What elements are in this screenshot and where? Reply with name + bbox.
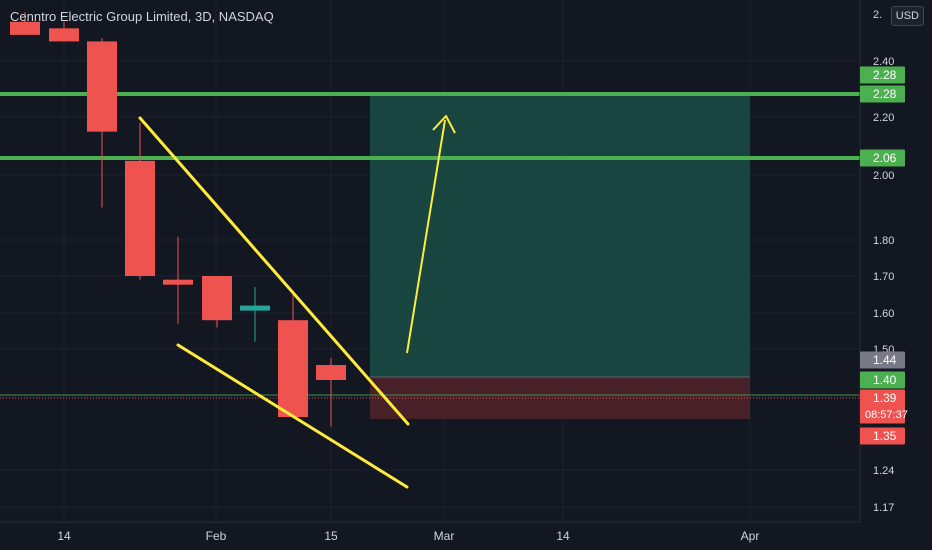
- candle-body-5: [202, 276, 232, 321]
- profit-zone: [370, 94, 750, 377]
- y-tick-label-top: 2.: [873, 9, 882, 21]
- y-tick-label-1: 2.20: [873, 112, 894, 124]
- price-label-text-5: 1.39: [873, 391, 897, 405]
- x-tick-label-0: 14: [57, 529, 71, 543]
- countdown-label: 08:57:37: [865, 409, 908, 421]
- target-arrow-head: [432, 115, 456, 134]
- candle-body-4: [163, 279, 193, 285]
- price-label-text-0: 2.28: [873, 68, 897, 82]
- x-tick-label-5: Apr: [741, 529, 760, 543]
- x-tick-label-3: Mar: [434, 529, 455, 543]
- candle-body-1: [49, 28, 79, 42]
- price-label-5: 1.39 08:57:37: [860, 389, 908, 424]
- candle-body-8: [316, 365, 346, 380]
- price-label-bg-6: [860, 427, 905, 445]
- candle-2: [87, 38, 117, 208]
- wedge-upper-line: [138, 116, 410, 426]
- candle-5: [202, 276, 232, 328]
- price-label-bg-4: [860, 371, 905, 389]
- x-tick-label-1: Feb: [206, 529, 227, 543]
- price-label-6: 1.35: [860, 427, 905, 445]
- price-label-bg-3: [860, 351, 905, 369]
- candle-body-7: [278, 320, 308, 417]
- time-axis[interactable]: 14 Feb 15 Mar 14 Apr: [0, 521, 860, 550]
- horizontal-levels: [0, 92, 860, 399]
- candle-7: [278, 294, 308, 417]
- price-label-bg-2: [860, 149, 905, 167]
- stop-zone: [370, 377, 750, 419]
- y-tick-label-0: 2.40: [873, 56, 894, 68]
- drawings: [138, 115, 456, 489]
- candle-body-6: [240, 305, 270, 311]
- x-tick-label-4: 14: [556, 529, 570, 543]
- price-label-text-3: 1.44: [873, 353, 897, 367]
- candle-6: [240, 287, 270, 342]
- price-label-text-4: 1.40: [873, 373, 897, 387]
- candle-body-3: [125, 160, 155, 276]
- wedge-lower-line: [176, 343, 409, 489]
- position-zones: [370, 94, 750, 419]
- price-label-text-1: 2.28: [873, 87, 897, 101]
- y-tick-label-2: 2.00: [873, 170, 894, 182]
- time-axis-bg: [0, 522, 860, 550]
- candles: [10, 12, 346, 427]
- y-tick-label-5: 1.60: [873, 308, 894, 320]
- y-tick-label-8: 1.17: [873, 502, 894, 514]
- price-label-bg-0: [860, 66, 905, 84]
- candle-4: [163, 236, 193, 324]
- y-tick-label-7: 1.24: [873, 465, 894, 477]
- candle-body-0: [10, 21, 40, 35]
- candle-0: [10, 12, 40, 35]
- price-label-1: 2.28: [860, 85, 905, 103]
- price-axis[interactable]: 2.402.202.001.801.701.601.501.241.172.2.…: [859, 0, 932, 550]
- candle-body-2: [87, 41, 117, 132]
- price-label-text-2: 2.06: [873, 151, 897, 165]
- currency-button[interactable]: USD: [890, 6, 924, 26]
- price-label-2: 2.06: [860, 149, 905, 167]
- price-label-0: 2.28: [860, 66, 905, 84]
- price-label-3: 1.44: [860, 351, 905, 369]
- price-label-bg-5: [860, 389, 905, 424]
- chart-title: Cenntro Electric Group Limited, 3D, NASD…: [10, 9, 274, 24]
- candle-1: [49, 21, 79, 42]
- candle-3: [125, 122, 155, 280]
- target-arrow-shaft: [406, 119, 446, 354]
- x-tick-label-2: 15: [324, 529, 338, 543]
- y-tick-label-4: 1.70: [873, 271, 894, 283]
- y-tick-label-3: 1.80: [873, 235, 894, 247]
- candle-8: [316, 358, 346, 427]
- price-label-text-6: 1.35: [873, 429, 897, 443]
- price-label-4: 1.40: [860, 371, 905, 389]
- price-label-bg-1: [860, 85, 905, 103]
